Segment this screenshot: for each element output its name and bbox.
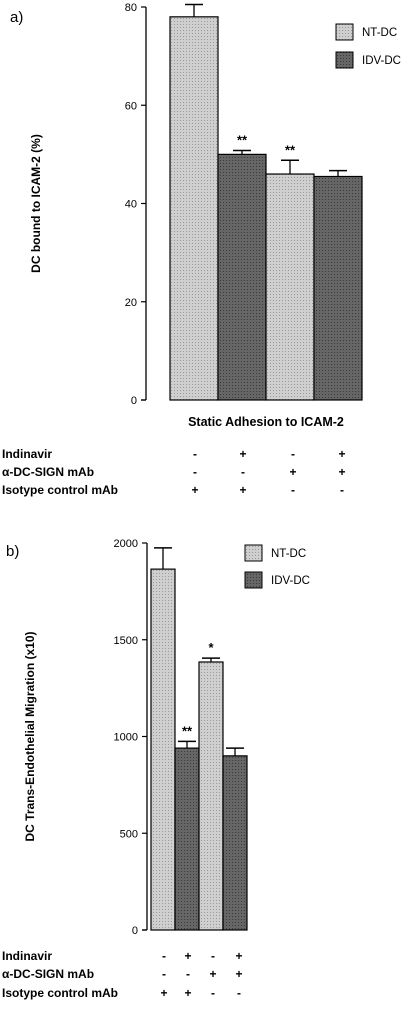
condition-sign: -: [211, 949, 215, 963]
condition-sign: -: [193, 447, 197, 461]
condition-label: α-DC-SIGN mAb: [2, 967, 94, 981]
y-tick-label: 0: [132, 925, 138, 937]
significance-marker: **: [237, 132, 248, 147]
bar-4: [313, 175, 363, 401]
legend-swatch: [244, 571, 263, 589]
condition-sign: -: [162, 949, 166, 963]
y-axis-label: DC Trans-Endothelial Migration (x10): [23, 631, 37, 841]
condition-sign: -: [340, 483, 344, 497]
condition-sign: +: [184, 949, 191, 963]
chart-panel-b: b) 0 500 1000 1500 2000 DC Trans-Endothelial M…: [2, 538, 310, 1000]
condition-label: Indinavir: [2, 447, 52, 461]
legend-label: NT-DC: [362, 27, 397, 39]
panel-label: a): [10, 9, 23, 26]
bar-2: [217, 153, 267, 401]
condition-label: Isotype control mAb: [2, 483, 118, 497]
condition-label: α-DC-SIGN mAb: [2, 465, 94, 479]
legend-label: IDV-DC: [271, 575, 310, 587]
y-tick-label: 1000: [114, 732, 138, 744]
condition-sign: -: [237, 986, 241, 1000]
condition-sign: +: [338, 447, 345, 461]
y-tick-label: 20: [125, 297, 137, 309]
condition-sign: +: [235, 967, 242, 981]
condition-sign: +: [191, 483, 198, 497]
significance-marker: **: [182, 723, 193, 738]
bar-3: [198, 661, 224, 931]
condition-sign: -: [241, 465, 245, 479]
condition-sign: -: [211, 986, 215, 1000]
condition-sign: +: [239, 447, 246, 461]
bar-1: [169, 16, 219, 401]
legend-swatch: [335, 51, 354, 69]
y-tick-label: 60: [125, 100, 137, 112]
legend-swatch: [244, 544, 263, 562]
condition-sign: +: [209, 967, 216, 981]
condition-sign: -: [162, 967, 166, 981]
legend-label: NT-DC: [271, 548, 306, 560]
condition-sign: +: [338, 465, 345, 479]
y-tick-label: 500: [120, 828, 138, 840]
condition-sign: +: [160, 986, 167, 1000]
significance-marker: **: [285, 142, 296, 157]
bar-1: [150, 568, 176, 931]
chart-panel-a: a) 0 20 40 60 80 DC bound to ICAM-2 (%) ** ** NT-…: [2, 2, 401, 497]
condition-sign: -: [291, 447, 295, 461]
condition-sign: +: [184, 986, 191, 1000]
legend-swatch: [335, 23, 354, 41]
condition-sign: +: [289, 465, 296, 479]
legend-label: IDV-DC: [362, 55, 401, 67]
x-axis-label: Static Adhesion to ICAM-2: [188, 415, 344, 429]
bar-2: [174, 747, 200, 931]
y-tick-label: 1500: [114, 635, 138, 647]
bar-3: [265, 173, 315, 401]
y-tick-label: 0: [131, 395, 137, 407]
y-tick-label: 2000: [114, 538, 138, 550]
condition-sign: +: [235, 949, 242, 963]
y-axis-label: DC bound to ICAM-2 (%): [29, 134, 43, 273]
condition-sign: -: [291, 483, 295, 497]
y-tick-label: 80: [125, 2, 137, 14]
condition-sign: +: [239, 483, 246, 497]
significance-marker: *: [208, 640, 214, 655]
condition-label: Isotype control mAb: [2, 986, 118, 1000]
condition-sign: -: [193, 465, 197, 479]
condition-label: Indinavir: [2, 949, 52, 963]
bar-4: [222, 755, 248, 931]
condition-sign: -: [186, 967, 190, 981]
y-tick-label: 40: [125, 199, 137, 211]
panel-label: b): [6, 543, 19, 560]
